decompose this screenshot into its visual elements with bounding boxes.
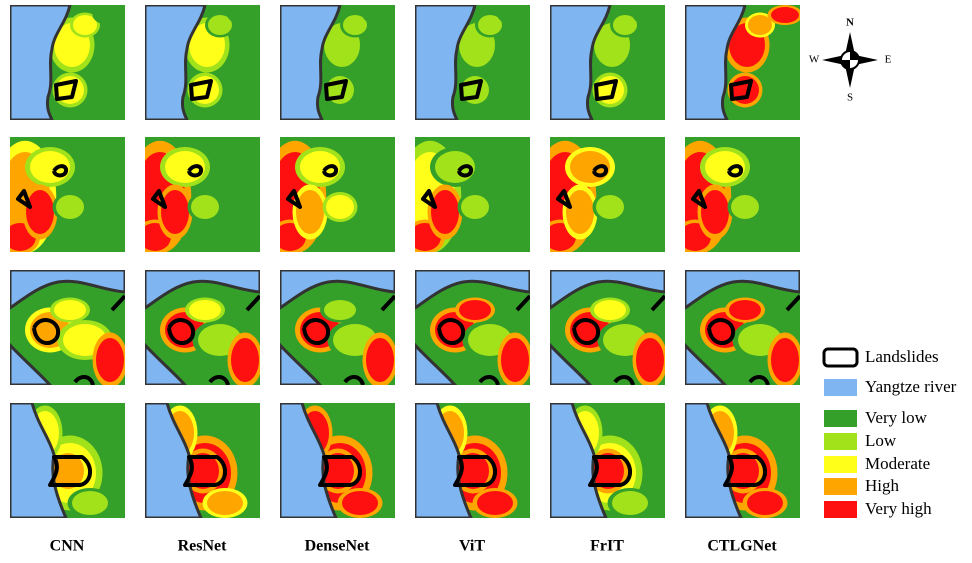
map-grid — [0, 5, 803, 518]
susceptibility-zone — [747, 491, 783, 515]
legend-swatch — [824, 501, 857, 518]
legend: Landslides Yangtze river Very low Low Modera… — [824, 347, 957, 518]
map-panel — [10, 403, 125, 518]
susceptibility-zone — [231, 338, 259, 382]
map-panel — [685, 5, 803, 120]
susceptibility-zone — [461, 195, 489, 219]
column-label: CTLGNet — [707, 538, 777, 555]
compass-east: E — [885, 54, 892, 66]
susceptibility-zone — [731, 195, 759, 219]
legend-label: Landslides — [865, 347, 939, 366]
susceptibility-zone — [56, 195, 84, 219]
legend-swatch — [824, 456, 857, 473]
map-panel — [280, 5, 398, 120]
map-panel — [550, 270, 668, 388]
map-panel — [534, 137, 665, 255]
column-label: DenseNet — [305, 538, 371, 555]
legend-label: Moderate — [865, 454, 930, 473]
legend-swatch — [824, 478, 857, 495]
susceptibility-zone — [96, 338, 124, 382]
susceptibility-zone — [26, 190, 54, 234]
susceptibility-zone — [324, 300, 356, 320]
susceptibility-zone — [366, 338, 394, 382]
susceptibility-zone — [207, 491, 243, 515]
compass-south: S — [847, 92, 853, 104]
map-panel — [0, 137, 125, 255]
legend-swatch — [824, 433, 857, 450]
susceptibility-zone — [366, 7, 394, 23]
susceptibility-zone — [771, 7, 799, 23]
column-label: ResNet — [178, 538, 228, 555]
map-panel — [145, 5, 263, 120]
column-label: CNN — [50, 538, 85, 555]
susceptibility-zone — [594, 300, 626, 320]
susceptibility-zone — [729, 300, 761, 320]
legend-label: Very low — [865, 408, 928, 427]
column-labels: CNN ResNet DenseNet ViT FrIT CTLGNet — [50, 538, 778, 555]
susceptibility-zone — [191, 195, 219, 219]
map-panel — [415, 403, 530, 518]
map-panel — [685, 403, 800, 518]
legend-label: Very high — [865, 499, 932, 518]
susceptibility-zone — [636, 338, 664, 382]
legend-label: High — [865, 476, 900, 495]
map-panel — [129, 137, 260, 255]
map-panel — [415, 270, 533, 388]
map-panel — [145, 403, 260, 518]
susceptibility-zone — [96, 7, 124, 23]
susceptibility-zone — [771, 338, 799, 382]
susceptibility-zone — [566, 190, 594, 234]
compass-west: W — [809, 54, 820, 66]
susceptibility-zone — [296, 190, 324, 234]
susceptibility-zone — [701, 190, 729, 234]
susceptibility-zone — [596, 195, 624, 219]
susceptibility-zone — [431, 190, 459, 234]
column-label: FrIT — [590, 538, 624, 555]
map-panel — [415, 5, 533, 120]
figure: N E S W LandslidesYangtze riverVery lowL… — [0, 0, 972, 558]
susceptibility-zone — [161, 190, 189, 234]
susceptibility-zone — [342, 491, 378, 515]
susceptibility-zone — [54, 300, 86, 320]
map-panel — [264, 137, 395, 255]
susceptibility-zone — [501, 338, 529, 382]
map-panel — [10, 270, 128, 388]
map-panel — [685, 270, 803, 388]
legend-swatch — [824, 410, 857, 427]
susceptibility-zone — [636, 7, 664, 23]
compass: N E S W — [809, 17, 892, 104]
susceptibility-zone — [501, 7, 529, 23]
map-panel — [550, 403, 665, 518]
map-panel — [280, 403, 395, 518]
column-label: ViT — [459, 538, 485, 555]
susceptibility-zone — [459, 300, 491, 320]
map-panel — [145, 270, 263, 388]
compass-north: N — [846, 17, 854, 29]
map-panel — [399, 137, 530, 255]
legend-swatch — [824, 379, 857, 396]
map-panel — [10, 5, 128, 120]
legend-swatch — [824, 349, 857, 366]
susceptibility-zone — [612, 491, 648, 515]
susceptibility-zone — [477, 491, 513, 515]
map-panel — [550, 5, 668, 120]
legend-label: Low — [865, 431, 897, 450]
susceptibility-zone — [326, 195, 354, 219]
susceptibility-zone — [231, 7, 259, 23]
legend-label: Yangtze river — [865, 377, 957, 396]
susceptibility-zone — [189, 300, 221, 320]
susceptibility-zone — [72, 491, 108, 515]
map-panel — [280, 270, 398, 388]
map-panel — [669, 137, 800, 255]
